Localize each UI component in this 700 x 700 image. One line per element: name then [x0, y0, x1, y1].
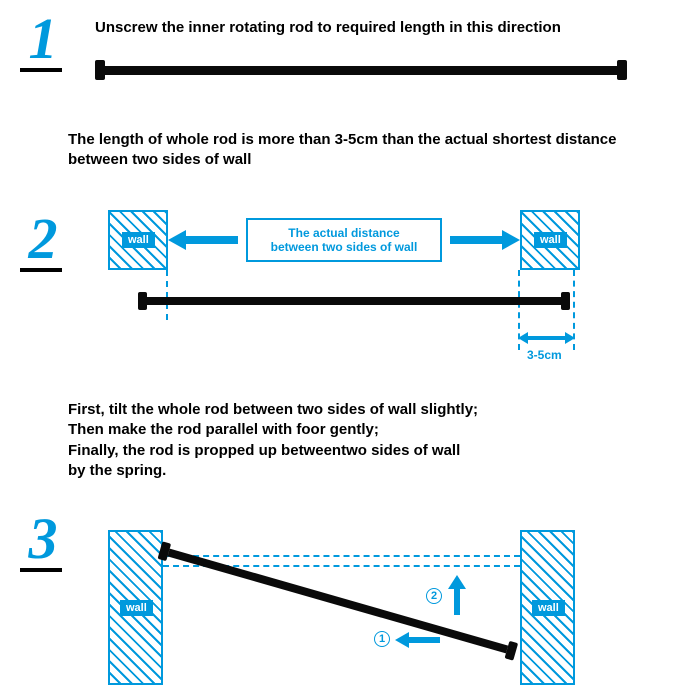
step2-arrow-right-icon [450, 228, 520, 252]
step1-text: Unscrew the inner rotating rod to requir… [95, 18, 655, 38]
rod-step3 [155, 540, 530, 680]
rod-step1 [95, 55, 635, 85]
bridge-text: The length of whole rod is more than 3-5… [68, 130, 668, 171]
step2-gap-arrow-icon [518, 330, 575, 346]
step2-distance-label: The actual distance between two sides of… [246, 218, 442, 262]
step2-gap-label: 3-5cm [527, 348, 562, 362]
rod-step2 [138, 288, 578, 314]
step3-marker-2: 2 [426, 588, 442, 604]
step2-arrow-left-icon [168, 228, 238, 252]
step3-number: 3 [18, 510, 68, 568]
step2-underline [20, 268, 62, 272]
step3-text: First, tilt the whole rod between two si… [68, 400, 668, 481]
step3-wall-left-label: wall [120, 600, 153, 616]
step3-arrow-up-icon [448, 575, 466, 615]
step3-wall-right-label: wall [532, 600, 565, 616]
step2-wall-left-label: wall [122, 232, 155, 248]
step1-underline [20, 68, 62, 72]
step3-marker-1: 1 [374, 631, 390, 647]
step2-wall-right-label: wall [534, 232, 567, 248]
step3-underline [20, 568, 62, 572]
step2-number: 2 [18, 210, 68, 268]
step3-arrow-left-icon [395, 632, 440, 648]
step1-number: 1 [18, 10, 68, 68]
